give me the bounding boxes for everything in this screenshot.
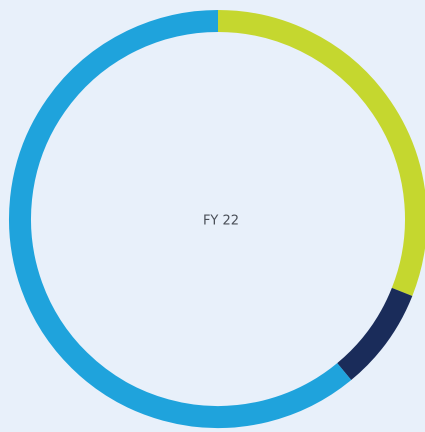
donut-segment bbox=[337, 287, 413, 381]
donut-segment bbox=[217, 10, 425, 296]
donut-segment bbox=[9, 10, 352, 428]
center-label: FY 22 bbox=[203, 214, 239, 229]
